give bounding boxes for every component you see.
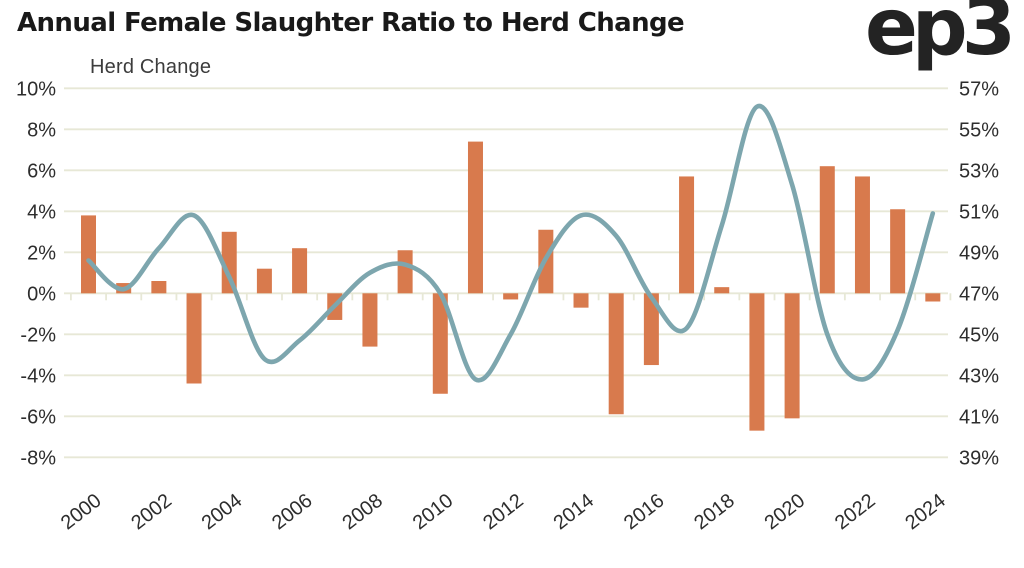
year-label: 2002 <box>127 490 176 535</box>
right-tick-label: 55% <box>959 119 999 141</box>
right-tick-label: 45% <box>959 324 999 346</box>
x-axis-labels: 2000 2002 2004 2006 2008 2010 2012 2014 2016 2018… <box>57 490 950 535</box>
gridlines <box>64 87 948 459</box>
right-tick-label: 53% <box>959 160 999 182</box>
right-tick-label: 43% <box>959 365 999 387</box>
left-tick-label: -4% <box>20 365 56 387</box>
bar-2015 <box>608 293 624 415</box>
year-label: 2010 <box>409 490 458 535</box>
bar-2014 <box>573 293 589 308</box>
left-tick-label: -8% <box>20 447 56 469</box>
right-tick-label: 57% <box>959 78 999 100</box>
right-tick-label: 47% <box>959 283 999 305</box>
bar-2008 <box>362 293 378 347</box>
left-tick-label: -2% <box>20 324 56 346</box>
year-label: 2004 <box>198 490 247 535</box>
right-axis-labels: 57% 55% 53% 51% 49% 47% 45% 43% 41% 39% <box>959 78 999 469</box>
page-title: Annual Female Slaughter Ratio to Herd Ch… <box>17 8 685 38</box>
year-label: 2014 <box>549 490 598 535</box>
left-tick-label: 0% <box>27 283 56 305</box>
bar-2021 <box>819 166 835 294</box>
bar-2017 <box>679 176 695 294</box>
bars <box>81 141 941 431</box>
left-tick-label: 6% <box>27 160 56 182</box>
year-label: 2008 <box>338 490 387 535</box>
year-label: 2022 <box>831 490 880 535</box>
year-label: 2018 <box>690 490 739 535</box>
ep3-logo: ep3 <box>864 0 1016 73</box>
bar-2009 <box>397 250 413 294</box>
year-label: 2012 <box>479 490 528 535</box>
left-tick-label: -6% <box>20 406 56 428</box>
right-tick-label: 51% <box>959 201 999 223</box>
year-label: 2000 <box>57 490 106 535</box>
bar-2019 <box>749 293 765 431</box>
bar-2020 <box>784 293 800 419</box>
left-axis-title: Herd Change <box>90 56 212 78</box>
bar-2005 <box>256 268 272 294</box>
right-tick-label: 39% <box>959 447 999 469</box>
year-label: 2024 <box>901 490 950 535</box>
year-label: 2020 <box>761 490 810 535</box>
bar-2006 <box>292 248 308 294</box>
year-label: 2006 <box>268 490 317 535</box>
left-tick-label: 8% <box>27 119 56 141</box>
bar-2012 <box>503 293 519 300</box>
x-axis-ticks <box>70 293 952 301</box>
right-tick-label: 41% <box>959 406 999 428</box>
bar-2024 <box>925 293 941 302</box>
bar-2004 <box>221 231 237 294</box>
bar-2011 <box>467 141 483 294</box>
year-label: 2016 <box>620 490 669 535</box>
bar-2010 <box>432 293 448 394</box>
left-tick-label: 4% <box>27 201 56 223</box>
left-tick-label: 2% <box>27 242 56 264</box>
bar-2000 <box>81 215 96 294</box>
left-axis-labels: 10% 8% 6% 4% 2% 0% -2% -4% -6% -8% <box>16 78 56 469</box>
bar-2023 <box>890 209 906 294</box>
left-tick-label: 10% <box>16 78 56 100</box>
bar-2003 <box>186 293 202 384</box>
trend-line <box>86 103 936 383</box>
bar-2016 <box>643 293 659 366</box>
right-tick-label: 49% <box>959 242 999 264</box>
slaughter-ratio-line <box>86 103 936 383</box>
bar-2002 <box>151 281 167 294</box>
bar-2022 <box>854 176 870 294</box>
bar-2018 <box>714 287 730 294</box>
